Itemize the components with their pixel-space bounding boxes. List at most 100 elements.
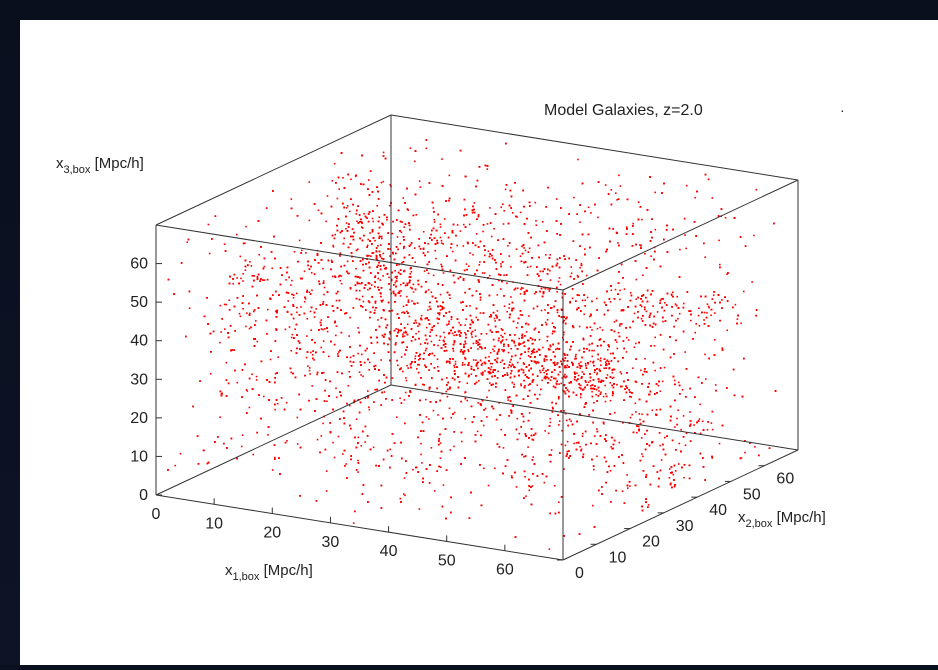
scatter-point xyxy=(518,432,521,435)
scatter-point xyxy=(635,342,637,345)
scatter-point xyxy=(371,217,374,220)
scatter-point xyxy=(482,230,484,233)
scatter-point xyxy=(335,299,338,302)
scatter-point xyxy=(422,231,425,233)
scatter-point xyxy=(518,337,520,340)
scatter-point xyxy=(706,312,708,314)
scatter-point xyxy=(277,356,279,358)
scatter-point xyxy=(420,314,423,317)
scatter-point xyxy=(621,385,623,388)
scatter-point xyxy=(338,188,340,190)
scatter-point xyxy=(369,232,371,234)
scatter-point xyxy=(718,239,720,242)
scatter-point xyxy=(620,372,623,375)
scatter-point xyxy=(494,467,496,470)
scatter-point xyxy=(611,394,614,397)
scatter-point xyxy=(311,289,313,292)
scatter-point xyxy=(637,201,640,203)
scatter-point xyxy=(362,300,365,303)
scatter-point xyxy=(285,279,287,281)
scatter-point xyxy=(664,302,666,304)
scatter-point xyxy=(603,423,605,425)
scatter-point xyxy=(433,221,436,223)
scatter-point xyxy=(357,459,359,462)
scatter-point xyxy=(726,273,728,276)
scatter-point xyxy=(522,362,525,364)
scatter-point xyxy=(710,314,712,317)
scatter-point xyxy=(440,242,443,244)
scatter-point xyxy=(174,464,177,467)
scatter-point xyxy=(598,390,600,392)
scatter-point xyxy=(349,316,351,319)
scatter-point xyxy=(406,364,408,367)
scatter-point xyxy=(521,334,523,337)
scatter-point xyxy=(439,309,442,311)
scatter-point xyxy=(611,377,613,380)
scatter-point xyxy=(680,428,682,431)
scatter-point xyxy=(336,197,339,200)
scatter-point xyxy=(662,320,664,323)
scatter-point xyxy=(541,379,543,382)
scatter-point xyxy=(551,307,553,309)
scatter-point xyxy=(380,359,382,361)
scatter-point xyxy=(402,311,405,313)
scatter-point xyxy=(609,301,612,303)
scatter-point xyxy=(356,275,358,278)
scatter-point xyxy=(322,328,324,331)
scatter-point xyxy=(634,402,637,405)
scatter-point xyxy=(308,291,311,293)
scatter-point xyxy=(382,252,385,255)
scatter-point xyxy=(582,337,585,340)
scatter-point xyxy=(322,422,324,425)
scatter-point xyxy=(393,292,395,295)
scatter-point xyxy=(525,322,528,325)
scatter-point xyxy=(604,384,606,387)
scatter-point xyxy=(659,390,662,392)
scatter-point xyxy=(544,321,547,324)
scatter-point xyxy=(430,291,433,293)
scatter-point xyxy=(420,442,422,445)
scatter-point xyxy=(498,337,500,339)
scatter-point xyxy=(372,252,375,254)
scatter-point xyxy=(703,319,705,321)
scatter-point xyxy=(396,236,399,238)
scatter-point xyxy=(360,445,363,447)
scatter-point xyxy=(527,350,530,353)
scatter-point xyxy=(719,263,721,266)
scatter-point xyxy=(245,225,247,228)
scatter-point xyxy=(296,416,299,419)
scatter-point xyxy=(453,366,456,369)
scatter-point xyxy=(698,325,701,327)
scatter-point xyxy=(677,381,680,384)
scatter-point xyxy=(564,444,567,447)
scatter-point xyxy=(406,284,409,287)
scatter-point xyxy=(642,274,644,277)
scatter-point xyxy=(699,403,701,406)
scatter-point xyxy=(487,250,490,253)
scatter-point xyxy=(714,312,716,314)
scatter-point xyxy=(438,339,441,342)
scatter-point xyxy=(473,202,476,204)
scatter-point xyxy=(433,354,436,357)
scatter-point xyxy=(331,179,334,182)
scatter-point xyxy=(408,315,411,318)
scatter-point xyxy=(472,253,474,256)
scatter-point xyxy=(579,221,581,223)
scatter-point xyxy=(377,319,379,321)
scatter-point xyxy=(641,453,643,455)
scatter-point xyxy=(565,341,567,344)
scatter-point xyxy=(580,262,583,265)
scatter-point xyxy=(310,351,312,354)
scatter-point xyxy=(288,326,291,328)
scatter-point xyxy=(613,321,616,323)
scatter-point xyxy=(519,211,522,214)
scatter-point xyxy=(677,409,679,411)
scatter-point xyxy=(439,236,442,239)
scatter-point xyxy=(219,341,221,344)
scatter-point xyxy=(560,382,562,385)
scatter-point xyxy=(446,324,448,326)
scatter-point xyxy=(339,255,341,257)
scatter-point xyxy=(363,212,365,215)
scatter-point xyxy=(544,430,546,432)
scatter-point xyxy=(483,272,486,274)
